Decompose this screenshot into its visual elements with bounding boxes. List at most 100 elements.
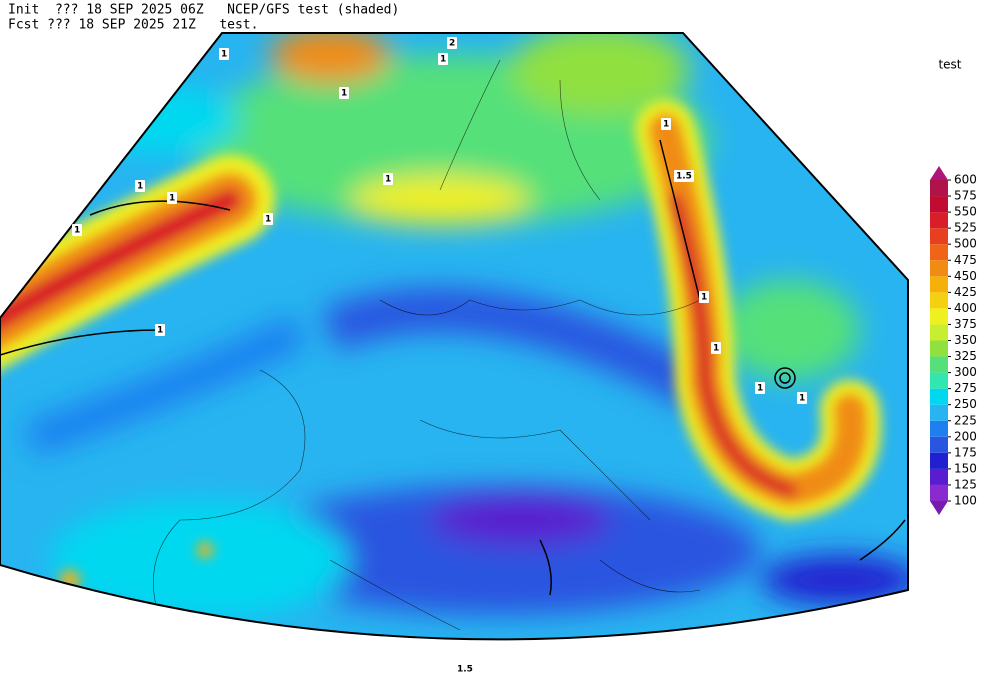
contour-label: 1.5 (674, 170, 694, 182)
contour-label: 1 (383, 173, 393, 185)
colorbar-segment (930, 228, 948, 245)
colorbar-segment (930, 356, 948, 373)
contour-label: 1 (135, 180, 145, 192)
contour-label: 2 (447, 37, 457, 49)
contour-label-box (447, 37, 457, 49)
contour-label-text: 1 (713, 344, 719, 354)
contour-label-box (699, 291, 709, 303)
contour-label-text: 1 (385, 175, 391, 185)
colorbar-segment (930, 436, 948, 453)
colorbar-label: 400 (954, 301, 977, 315)
colorbar-segment (930, 180, 948, 197)
colorbar-label: 350 (954, 333, 977, 347)
contour-label-text: 1 (157, 326, 163, 336)
contour-label: 1 (219, 48, 229, 60)
contour-label: 1 (167, 192, 177, 204)
contour-label-box (674, 170, 694, 182)
colorbar-segment (930, 244, 948, 261)
contour-label-text: 1 (663, 120, 669, 130)
colorbar-label: 225 (954, 413, 977, 427)
colorbar-label: 300 (954, 365, 977, 379)
colorbar-label: 200 (954, 429, 977, 443)
contour-label-text: 1 (74, 226, 80, 236)
contour-label: 1 (711, 342, 721, 354)
contour-label: 1 (72, 224, 82, 236)
contour-label-text: 1 (701, 293, 707, 303)
colorbar-label: 525 (954, 221, 977, 235)
colorbar-label: 325 (954, 349, 977, 363)
contour-label-box (661, 118, 671, 130)
contour-label: 1 (263, 213, 273, 225)
colorbar-lower-end (930, 501, 948, 515)
contour-label-text: 1 (169, 194, 175, 204)
contour-label: 1 (339, 87, 349, 99)
contour-label: 1 (699, 291, 709, 303)
colorbar-segment (930, 276, 948, 293)
colorbar-label: 125 (954, 477, 977, 491)
colorbar-segment (930, 292, 948, 309)
contour-label-text: 1.5 (676, 172, 692, 182)
contour-label-box (455, 663, 475, 675)
colorbar-label: 475 (954, 253, 977, 267)
colorbar-label: 550 (954, 205, 977, 219)
contour-label: 1 (155, 324, 165, 336)
contour-label-box (339, 87, 349, 99)
colorbar-label: 150 (954, 461, 977, 475)
colorbar-segment (930, 372, 948, 389)
contour-label-text: 1 (265, 215, 271, 225)
contour-label-text: 1 (137, 182, 143, 192)
colorbar-label: 175 (954, 445, 977, 459)
contour-label-box (797, 392, 807, 404)
contour-label-box (383, 173, 393, 185)
colorbar-segment (930, 468, 948, 485)
contour-label-box (135, 180, 145, 192)
contour-label: 1.5 (455, 663, 475, 675)
contour-label: 1 (438, 53, 448, 65)
colorbar-label: 100 (954, 494, 977, 508)
colorbar-segment (930, 388, 948, 405)
contour-label-box (155, 324, 165, 336)
contour-label-text: 1 (341, 89, 347, 99)
colorbar-label: 600 (954, 173, 977, 187)
contour-label-text: 1 (757, 384, 763, 394)
contour-label-box (167, 192, 177, 204)
contour-label-text: 2 (449, 39, 455, 49)
colorbar-upper-end (930, 166, 948, 180)
header-init: Init ??? 18 SEP 2025 06Z NCEP/GFS test (… (8, 3, 399, 18)
contour-label: 1 (661, 118, 671, 130)
contour-label-box (219, 48, 229, 60)
legend-title: test (938, 58, 961, 72)
colorbar-label: 275 (954, 381, 977, 395)
colorbar-segment (930, 340, 948, 357)
contour-label: 1 (797, 392, 807, 404)
contour-label-box (755, 382, 765, 394)
contour-label-text: 1 (221, 50, 227, 60)
colorbar-segment (930, 404, 948, 421)
colorbar-label: 500 (954, 237, 977, 251)
colorbar-segment (930, 420, 948, 437)
colorbar-segment (930, 484, 948, 501)
contour-label-box (72, 224, 82, 236)
map-frame (0, 32, 909, 641)
colorbar-segment (930, 452, 948, 469)
colorbar-segment (930, 212, 948, 229)
contour-label-text: 1 (799, 394, 805, 404)
colorbar-segment (930, 324, 948, 341)
colorbar-label: 575 (954, 189, 977, 203)
colorbar-label: 250 (954, 397, 977, 411)
header-forecast: Fcst ??? 18 SEP 2025 21Z test. (8, 18, 258, 33)
colorbar-label: 450 (954, 269, 977, 283)
contour-label-box (711, 342, 721, 354)
colorbar-segment (930, 196, 948, 213)
colorbar-segment (930, 308, 948, 325)
contour-label: 1 (755, 382, 765, 394)
contour-label-box (263, 213, 273, 225)
contour-label-text: 1 (440, 55, 446, 65)
colorbar-label: 375 (954, 317, 977, 331)
colorbar-label: 425 (954, 285, 977, 299)
colorbar-segment (930, 260, 948, 277)
contour-label-box (438, 53, 448, 65)
